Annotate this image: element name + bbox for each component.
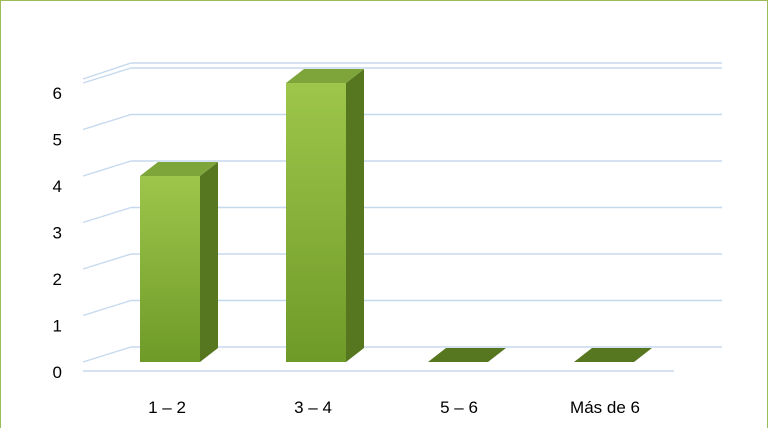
gridline [82,253,722,270]
gridline [82,206,722,224]
gridline [82,67,722,84]
bar-side [346,69,364,362]
gridline [82,113,722,131]
gridline [82,160,722,177]
y-tick-label: 4 [53,177,62,196]
bar-top [574,348,652,362]
bar-top [428,348,506,362]
x-tick-label: Más de 6 [570,398,640,417]
bar-side [200,162,218,362]
y-tick-label: 6 [53,84,62,103]
bar-front [286,83,346,362]
y-tick-label: 0 [53,363,62,382]
x-tick-label: 3 – 4 [294,398,332,417]
bar-front [140,176,200,362]
bar [574,348,652,362]
gridline [82,346,722,363]
y-tick-label: 5 [53,131,62,150]
bar-top [140,162,218,176]
x-tick-label: 5 – 6 [440,398,478,417]
y-tick-label: 1 [53,317,62,336]
gridline [82,62,722,80]
bar [286,69,364,362]
x-tick-label: 1 – 2 [148,398,186,417]
y-axis-ticks: 0 1 2 3 4 5 6 [53,84,62,382]
bars [140,69,652,362]
bar [140,162,218,362]
bar [428,348,506,362]
y-tick-label: 3 [53,224,62,243]
x-axis-ticks: 1 – 2 3 – 4 5 – 6 Más de 6 [148,398,640,417]
bar-top [286,69,364,83]
y-tick-label: 2 [53,270,62,289]
gridline [82,299,722,317]
gridlines [82,62,722,372]
